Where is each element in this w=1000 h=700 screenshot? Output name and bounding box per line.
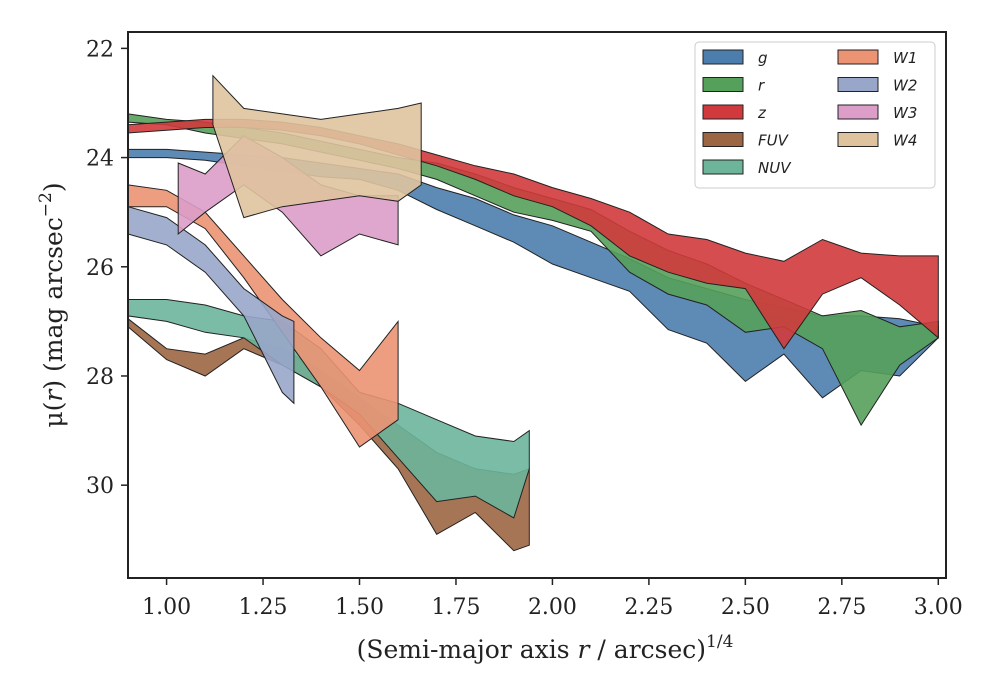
y-axis-ticks: 22 24 26 28 30 — [86, 37, 128, 499]
y-tick-label: 28 — [86, 365, 114, 390]
series-layer — [127, 74, 939, 552]
x-tick-label: 1.25 — [239, 595, 288, 620]
legend-swatch-r — [702, 77, 744, 92]
legend-swatch-w1 — [837, 49, 879, 65]
x-tick-label: 1.50 — [335, 595, 384, 620]
legend-label-nuv: NUV — [758, 159, 792, 177]
y-tick-label: 24 — [86, 147, 114, 172]
y-tick-label: 30 — [86, 474, 114, 499]
legend-swatch-w4 — [837, 132, 879, 147]
legend-label-fuv: FUV — [758, 132, 790, 150]
legend-swatch-w3 — [837, 104, 879, 120]
legend-label-r: r — [758, 77, 765, 95]
x-axis-title: (Semi-major axis r / arcsec)1/4 — [357, 632, 734, 664]
legend-swatch-g — [702, 49, 744, 65]
legend: grz FUV NUV W1 W2 W3 W4 — [694, 41, 936, 189]
legend-label-g: g — [758, 49, 768, 67]
legend-swatch-nuv — [702, 159, 744, 175]
series-band-w2 — [127, 206, 295, 405]
x-tick-label: 2.50 — [721, 595, 770, 620]
legend-label-w2: W2 — [893, 77, 917, 95]
series-band-w4 — [212, 74, 422, 219]
plot-frame — [127, 31, 947, 579]
legend-label-w3: W3 — [893, 104, 917, 122]
x-tick-label: 1.75 — [431, 595, 480, 620]
legend-label-w4: W4 — [893, 132, 917, 150]
x-tick-label: 1.00 — [142, 595, 191, 620]
x-tick-label: 3.00 — [914, 595, 963, 620]
x-tick-label: 2.75 — [817, 595, 866, 620]
x-axis-ticks: 1.00 1.25 1.50 1.75 2.00 2.25 2.50 2.75 3.00 — [142, 578, 963, 620]
y-tick-label: 22 — [86, 37, 114, 62]
legend-swatch-w2 — [837, 77, 879, 92]
legend-label-w1: W1 — [893, 49, 917, 67]
x-tick-label: 2.25 — [624, 595, 673, 620]
legend-entries: grz FUV NUV W1 W2 W3 W4 — [702, 49, 917, 177]
y-tick-label: 26 — [86, 256, 114, 281]
y-axis-title: μ(r) (mag arcsec−2) — [36, 182, 68, 427]
legend-swatch-z — [702, 104, 744, 120]
legend-label-z: z — [757, 104, 767, 122]
x-tick-label: 2.00 — [528, 595, 577, 620]
legend-swatch-fuv — [702, 132, 744, 147]
